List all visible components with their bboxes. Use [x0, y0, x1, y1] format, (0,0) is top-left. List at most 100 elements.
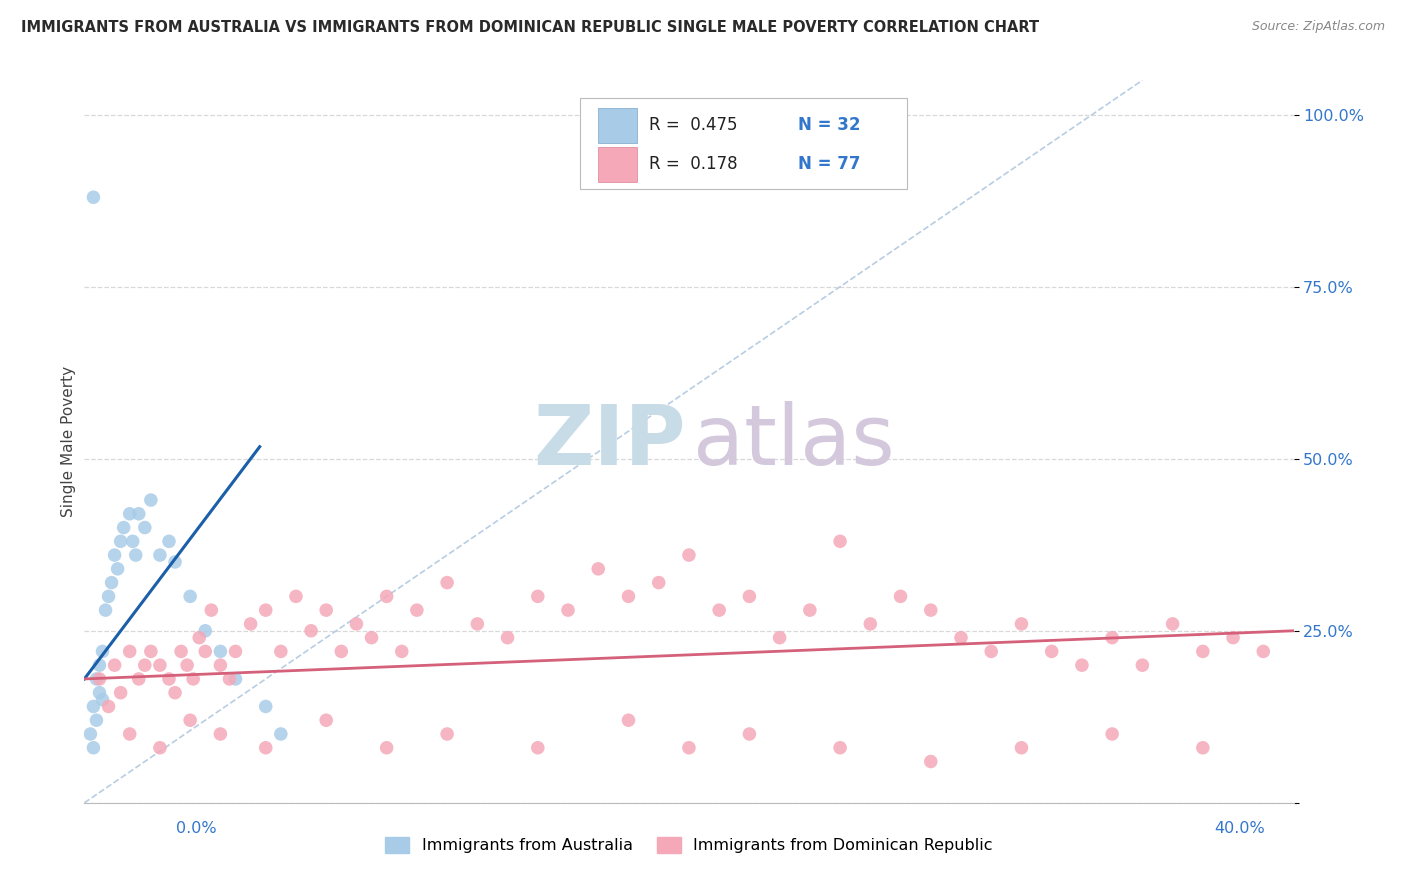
Point [194, 644, 217, 658]
Point [200, 603, 222, 617]
Text: N = 32: N = 32 [797, 116, 860, 134]
Point [270, 644, 292, 658]
Point [678, 740, 700, 755]
Point [738, 590, 761, 604]
Point [1101, 631, 1123, 645]
Point [82, 699, 104, 714]
Point [149, 740, 172, 755]
Point [254, 699, 277, 714]
Point [527, 590, 550, 604]
Point [118, 644, 141, 658]
Legend: Immigrants from Australia, Immigrants from Dominican Republic: Immigrants from Australia, Immigrants fr… [378, 830, 1000, 860]
Point [299, 624, 322, 638]
Point [134, 658, 156, 673]
Point [110, 686, 132, 700]
Point [181, 672, 204, 686]
Point [128, 507, 150, 521]
Point [97, 590, 120, 604]
Point [89, 686, 111, 700]
Point [1040, 644, 1063, 658]
Point [97, 699, 120, 714]
Point [225, 672, 247, 686]
Point [315, 713, 337, 727]
Point [209, 658, 232, 673]
Point [86, 672, 108, 686]
Point [1161, 616, 1184, 631]
Point [799, 603, 821, 617]
Text: 0.0%: 0.0% [176, 821, 217, 836]
Point [121, 534, 143, 549]
Point [859, 616, 882, 631]
Point [139, 644, 162, 658]
Point [406, 603, 429, 617]
Point [176, 658, 198, 673]
Point [890, 590, 912, 604]
Point [157, 672, 180, 686]
Point [1071, 658, 1094, 673]
Text: atlas: atlas [693, 401, 894, 482]
Point [112, 520, 135, 534]
Point [254, 603, 277, 617]
Point [179, 713, 201, 727]
Point [391, 644, 413, 658]
Bar [599, 147, 637, 182]
Point [139, 493, 162, 508]
Text: R =  0.475: R = 0.475 [650, 116, 738, 134]
Point [527, 740, 550, 755]
Point [128, 672, 150, 686]
Text: Source: ZipAtlas.com: Source: ZipAtlas.com [1251, 20, 1385, 33]
Point [209, 727, 232, 741]
Point [118, 507, 141, 521]
Text: IMMIGRANTS FROM AUSTRALIA VS IMMIGRANTS FROM DOMINICAN REPUBLIC SINGLE MALE POVE: IMMIGRANTS FROM AUSTRALIA VS IMMIGRANTS … [21, 20, 1039, 35]
Point [157, 534, 180, 549]
Point [830, 534, 852, 549]
Point [375, 740, 398, 755]
Text: N = 77: N = 77 [797, 155, 860, 173]
Point [315, 603, 337, 617]
Point [194, 624, 217, 638]
Point [738, 727, 761, 741]
Point [375, 590, 398, 604]
Point [648, 575, 671, 590]
Point [1192, 740, 1215, 755]
Point [82, 190, 104, 204]
Point [104, 658, 127, 673]
Point [709, 603, 731, 617]
Text: ZIP: ZIP [533, 401, 685, 482]
Point [86, 713, 108, 727]
Point [100, 575, 122, 590]
Point [149, 548, 172, 562]
Point [179, 590, 201, 604]
Point [254, 740, 277, 755]
Point [980, 644, 1002, 658]
Point [1130, 658, 1153, 673]
Point [91, 644, 114, 658]
Point [107, 562, 129, 576]
Point [360, 631, 382, 645]
Point [330, 644, 353, 658]
Point [557, 603, 579, 617]
Point [436, 727, 458, 741]
Point [225, 644, 247, 658]
Point [82, 740, 104, 755]
Point [149, 658, 172, 673]
Point [218, 672, 240, 686]
Point [239, 616, 262, 631]
Point [1011, 616, 1033, 631]
Point [165, 686, 187, 700]
Point [270, 727, 292, 741]
Point [950, 631, 973, 645]
Point [134, 520, 156, 534]
Point [118, 727, 141, 741]
Point [94, 603, 117, 617]
Point [920, 755, 942, 769]
Point [1253, 644, 1275, 658]
Point [104, 548, 127, 562]
Point [496, 631, 519, 645]
FancyBboxPatch shape [581, 98, 907, 189]
Point [617, 590, 640, 604]
Point [830, 740, 852, 755]
Point [89, 672, 111, 686]
Point [1011, 740, 1033, 755]
Point [110, 534, 132, 549]
